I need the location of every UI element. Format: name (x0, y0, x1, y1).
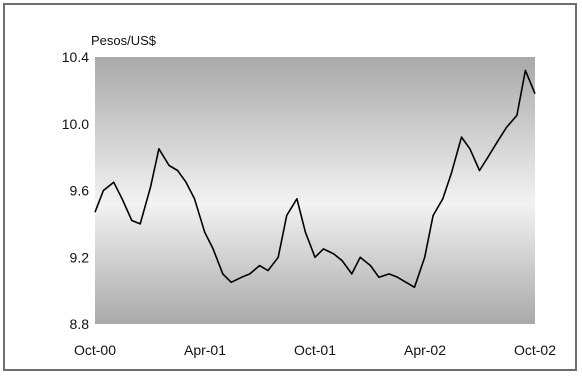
x-tick-label: Apr-02 (404, 342, 446, 358)
y-tick-label: 10.0 (62, 116, 89, 132)
chart-frame: Pesos/US$ 8.8 9.2 9.6 10.0 10.4 Oct-00 Apr-01… (3, 3, 577, 371)
x-tick-label: Oct-01 (294, 342, 336, 358)
x-tick-label: Oct-00 (74, 342, 116, 358)
series-line (94, 69, 536, 289)
x-tick-label: Apr-01 (184, 342, 226, 358)
y-tick-label: 9.2 (70, 249, 90, 265)
y-tick-label: 9.6 (70, 183, 90, 199)
plot-area (95, 57, 535, 324)
y-tick-label: 10.4 (62, 49, 89, 65)
y-tick-label: 8.8 (70, 316, 90, 332)
x-tick-label: Oct-02 (514, 342, 556, 358)
y-axis-label: Pesos/US$ (91, 33, 157, 48)
line-chart: Pesos/US$ 8.8 9.2 9.6 10.0 10.4 Oct-00 Apr-01… (62, 33, 556, 358)
y-tick-labels: 8.8 9.2 9.6 10.0 10.4 (62, 49, 89, 332)
x-tick-labels: Oct-00 Apr-01 Oct-01 Apr-02 Oct-02 (74, 342, 556, 358)
